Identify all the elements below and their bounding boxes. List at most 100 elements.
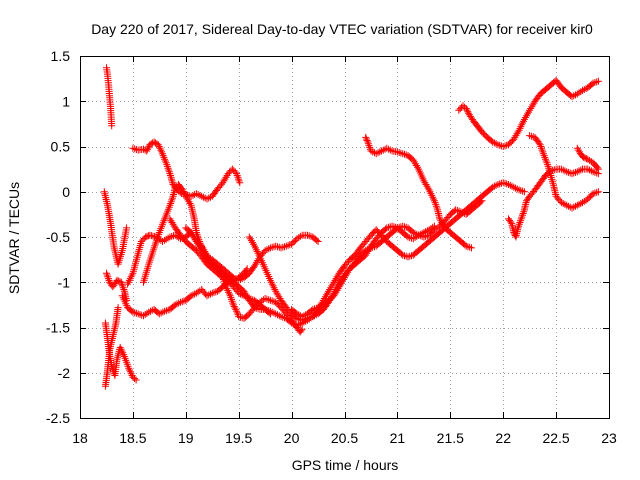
data-point-marker	[594, 77, 602, 85]
data-point-marker	[367, 147, 375, 155]
data-point-marker	[254, 249, 262, 257]
data-point-marker	[222, 283, 230, 291]
data-point-marker	[584, 165, 592, 173]
data-point-marker	[436, 215, 444, 223]
data-point-marker	[325, 298, 333, 306]
data-point-marker	[284, 241, 292, 249]
data-point-marker	[203, 195, 211, 203]
data-point-marker	[265, 309, 273, 317]
data-point-marker	[527, 105, 535, 112]
data-point-marker	[516, 219, 524, 226]
data-point-marker	[461, 241, 469, 249]
data-point-marker	[539, 148, 547, 156]
data-point-marker	[538, 146, 546, 154]
data-point-marker	[162, 307, 170, 315]
data-point-marker	[187, 292, 195, 300]
data-point-marker	[563, 201, 571, 209]
data-point-marker	[267, 278, 275, 286]
data-point-marker	[223, 285, 231, 293]
data-point-marker	[517, 217, 525, 225]
data-point-marker	[124, 280, 132, 288]
y-tick-labels: 1.5 1 0.5 0 -0.5 -1 -1.5 -2 -2.5	[46, 48, 70, 426]
data-point-marker	[489, 183, 497, 191]
data-point-marker	[584, 155, 592, 163]
data-point-marker	[128, 307, 136, 315]
data-point-marker	[328, 293, 336, 301]
data-point-marker	[192, 238, 200, 245]
data-point-marker	[517, 187, 525, 194]
data-point-marker	[408, 234, 415, 242]
data-point-marker	[326, 286, 334, 293]
data-point-marker	[414, 163, 421, 171]
data-point-marker	[304, 231, 311, 239]
data-point-marker	[252, 246, 260, 254]
data-point-marker	[427, 190, 435, 198]
data-point-marker	[429, 193, 437, 201]
data-point-marker	[517, 123, 525, 131]
data-point-marker	[274, 311, 281, 319]
data-point-marker	[222, 173, 230, 181]
data-point-marker	[513, 185, 521, 193]
data-point-marker	[561, 200, 569, 208]
data-point-marker	[238, 291, 246, 299]
data-point-marker	[535, 139, 543, 147]
data-point-marker	[314, 238, 322, 245]
data-point-marker	[251, 242, 259, 250]
data-point-marker	[225, 290, 233, 298]
data-point-marker	[227, 294, 235, 302]
data-point-marker	[457, 208, 465, 216]
y-tick-label: -1.5	[46, 320, 70, 336]
data-point-marker	[163, 161, 171, 169]
data-point-marker	[501, 179, 509, 187]
data-point-marker	[364, 138, 372, 146]
data-point-marker	[187, 229, 195, 236]
data-point-marker	[415, 231, 423, 239]
data-point-marker	[411, 160, 419, 168]
data-point-marker	[520, 208, 528, 216]
data-point-marker	[589, 79, 597, 87]
data-point-marker	[401, 150, 408, 158]
data-point-marker	[219, 179, 227, 187]
data-point-marker	[423, 182, 431, 190]
x-tick-label: 21	[390, 430, 406, 446]
data-point-marker	[104, 275, 112, 283]
data-point-marker	[158, 148, 166, 156]
data-point-marker	[406, 252, 414, 260]
x-tick-label: 19	[178, 430, 194, 446]
data-point-marker	[190, 234, 198, 242]
data-point-marker	[593, 169, 601, 177]
data-point-marker	[205, 254, 213, 262]
data-point-marker	[322, 293, 329, 301]
data-point-marker	[593, 78, 601, 86]
data-point-marker	[424, 184, 432, 192]
data-point-marker	[397, 149, 405, 157]
data-point-marker	[230, 303, 238, 310]
data-point-marker	[120, 286, 128, 293]
data-point-marker	[178, 298, 186, 306]
x-tick-label: 23	[601, 430, 617, 446]
data-point-marker	[512, 184, 519, 192]
data-point-marker	[439, 220, 447, 228]
data-point-marker	[154, 141, 162, 149]
data-point-marker	[184, 196, 192, 204]
data-point-marker	[175, 299, 183, 307]
data-point-marker	[401, 223, 408, 231]
data-point-marker	[104, 273, 112, 281]
data-point-marker	[167, 200, 175, 207]
data-point-marker	[164, 234, 172, 242]
data-point-marker	[125, 276, 133, 284]
data-point-marker	[293, 310, 301, 318]
data-point-marker	[580, 86, 588, 93]
data-point-marker	[518, 213, 526, 221]
data-point-marker	[428, 191, 436, 199]
data-point-marker	[397, 250, 405, 258]
data-point-marker	[103, 271, 111, 279]
data-point-marker	[311, 305, 318, 313]
data-point-marker	[511, 133, 519, 141]
data-point-marker	[179, 186, 187, 194]
data-point-marker	[116, 343, 124, 351]
data-point-marker	[570, 92, 578, 100]
data-point-marker	[515, 222, 523, 230]
data-point-marker	[412, 162, 420, 169]
data-point-marker	[437, 217, 445, 225]
